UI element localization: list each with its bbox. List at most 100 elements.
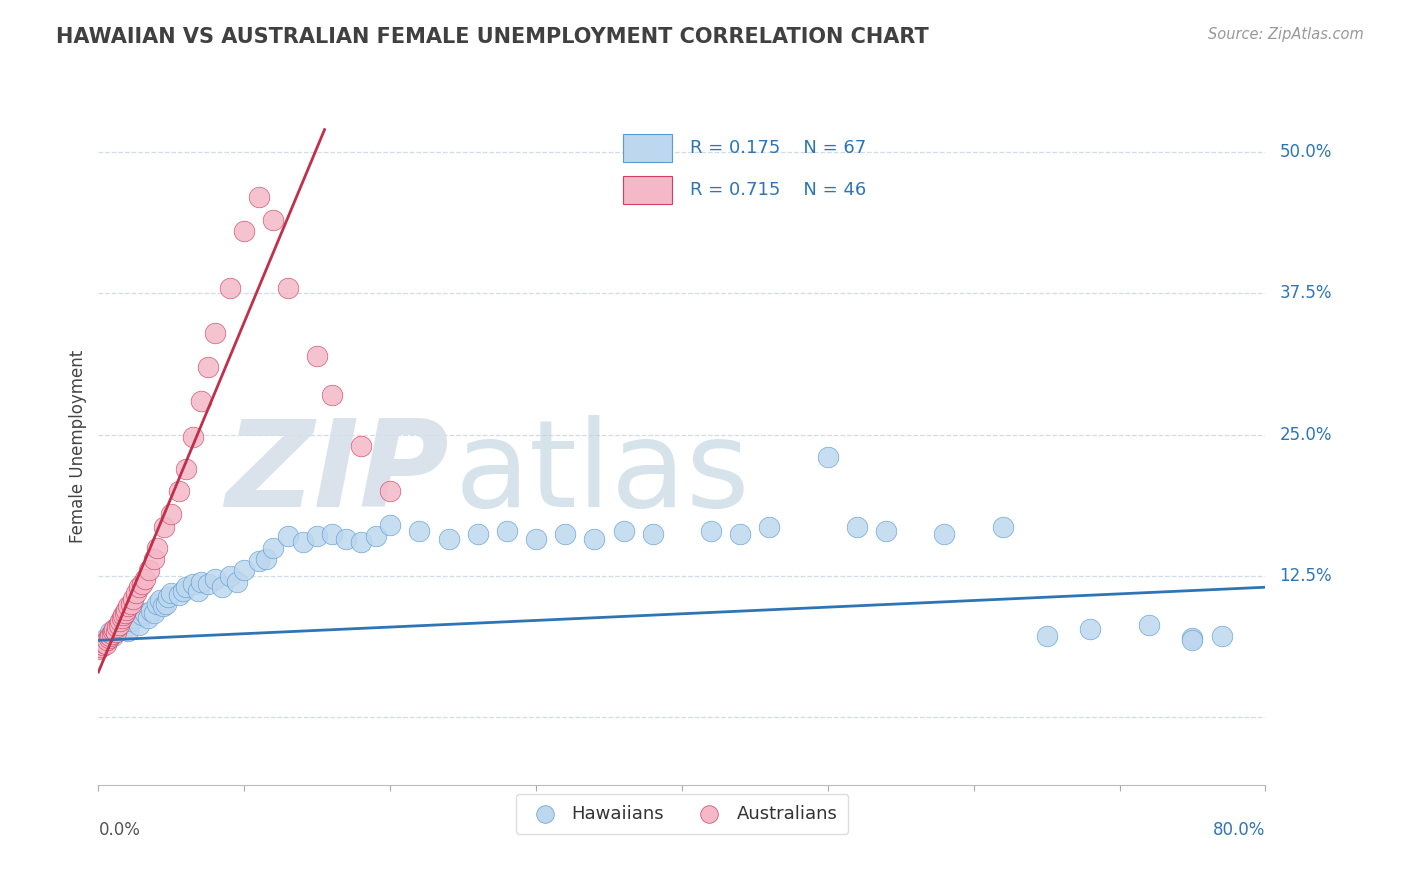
Point [254, 552, 277, 566]
Text: 0.0%: 0.0% [98, 821, 141, 839]
Point [174, 461, 197, 475]
Point [98, 629, 121, 643]
Text: 25.0%: 25.0% [1279, 425, 1331, 443]
Point [380, 484, 402, 499]
Text: 80.0%: 80.0% [1213, 821, 1265, 839]
Point [817, 450, 839, 465]
Point [247, 190, 270, 204]
Text: 50.0%: 50.0% [1279, 144, 1331, 161]
Point [124, 611, 146, 625]
Point [277, 529, 299, 543]
Text: HAWAIIAN VS AUSTRALIAN FEMALE UNEMPLOYMENT CORRELATION CHART: HAWAIIAN VS AUSTRALIAN FEMALE UNEMPLOYME… [56, 27, 929, 46]
Point [233, 563, 256, 577]
Point [172, 583, 194, 598]
Point [197, 577, 219, 591]
Point [114, 606, 136, 620]
Point [181, 430, 204, 444]
Point [103, 622, 125, 636]
Point [101, 629, 124, 643]
Point [181, 577, 204, 591]
Point [104, 622, 127, 636]
Point [153, 520, 176, 534]
Point [291, 535, 314, 549]
Y-axis label: Female Unemployment: Female Unemployment [69, 350, 87, 542]
Point [1181, 631, 1204, 645]
Text: 37.5%: 37.5% [1279, 285, 1331, 302]
Point [120, 597, 142, 611]
Point [87, 642, 110, 657]
Point [875, 524, 897, 538]
Point [408, 524, 430, 538]
Point [125, 586, 148, 600]
Point [105, 620, 128, 634]
Point [758, 520, 780, 534]
Point [187, 583, 209, 598]
Point [204, 572, 226, 586]
Point [98, 625, 121, 640]
Point [583, 532, 606, 546]
Point [204, 326, 226, 340]
Point [277, 281, 299, 295]
Point [117, 599, 139, 614]
Point [612, 524, 634, 538]
Point [160, 586, 183, 600]
Point [730, 527, 752, 541]
Point [100, 626, 122, 640]
Point [160, 507, 183, 521]
Point [190, 574, 212, 589]
Point [307, 529, 329, 543]
Point [146, 541, 169, 555]
Point [104, 625, 127, 640]
Point [155, 597, 177, 611]
Text: 12.5%: 12.5% [1279, 567, 1331, 585]
Point [117, 624, 139, 639]
Point [467, 527, 489, 541]
Point [108, 617, 131, 632]
Point [167, 484, 190, 499]
Point [641, 527, 664, 541]
Text: atlas: atlas [454, 415, 749, 532]
Point [218, 281, 240, 295]
Point [437, 532, 460, 546]
Point [134, 606, 156, 620]
Point [350, 439, 373, 453]
Point [1035, 629, 1057, 643]
Point [321, 388, 343, 402]
Point [128, 617, 150, 632]
Point [321, 527, 343, 541]
Point [114, 620, 136, 634]
Text: Source: ZipAtlas.com: Source: ZipAtlas.com [1208, 27, 1364, 42]
Point [93, 635, 115, 649]
Point [94, 631, 117, 645]
Point [110, 614, 132, 628]
Point [134, 572, 156, 586]
Point [218, 569, 240, 583]
Point [846, 520, 869, 534]
Point [554, 527, 576, 541]
Point [307, 349, 329, 363]
Point [700, 524, 723, 538]
Point [94, 637, 117, 651]
Point [152, 599, 174, 614]
Point [110, 617, 132, 632]
Point [211, 580, 233, 594]
Point [934, 527, 956, 541]
Point [991, 520, 1014, 534]
Point [247, 554, 270, 568]
Point [157, 591, 180, 605]
Point [90, 640, 112, 654]
Point [496, 524, 519, 538]
Point [1137, 617, 1160, 632]
Point [101, 624, 124, 639]
Point [97, 631, 120, 645]
Text: ZIP: ZIP [225, 415, 449, 532]
Point [1211, 629, 1233, 643]
Point [111, 611, 134, 625]
Point [115, 603, 138, 617]
Point [96, 633, 118, 648]
Point [131, 608, 153, 623]
Point [131, 577, 153, 591]
Point [138, 563, 160, 577]
Point [364, 529, 387, 543]
Point [136, 611, 159, 625]
